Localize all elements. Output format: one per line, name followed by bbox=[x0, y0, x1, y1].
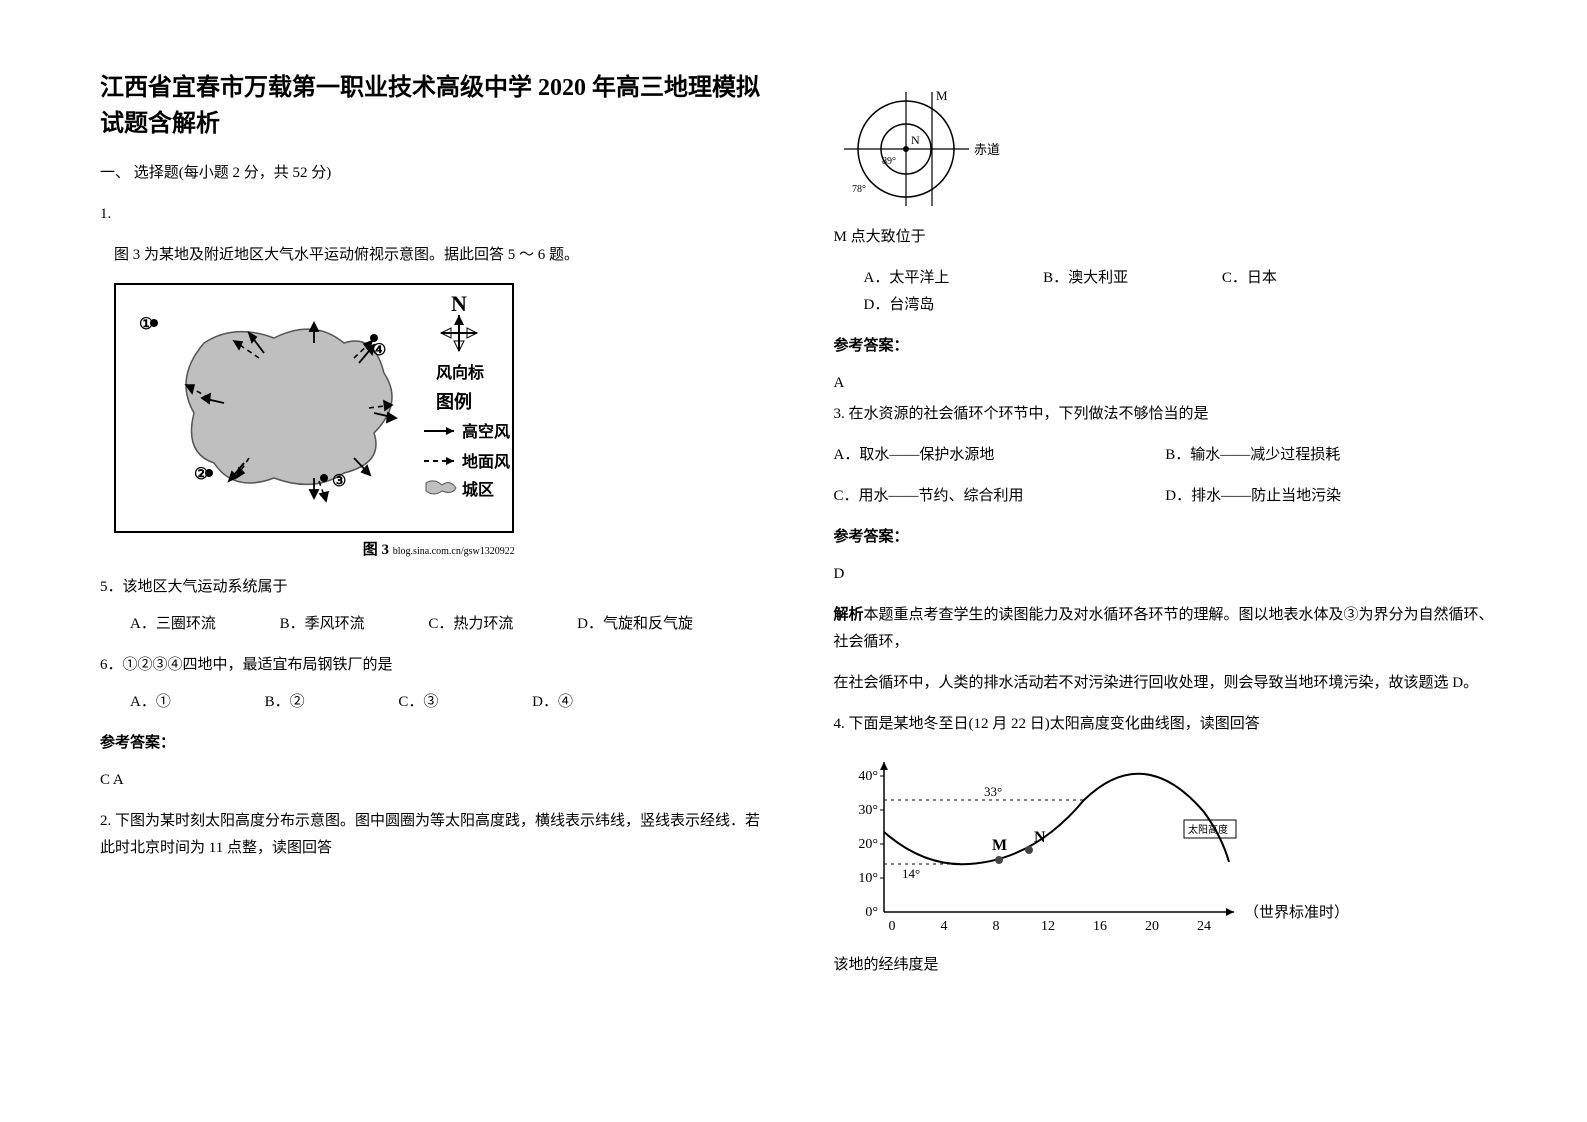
svg-text:8: 8 bbox=[992, 919, 999, 934]
q4-low-label: 14° bbox=[902, 866, 920, 881]
q3-answer-label: 参考答案： bbox=[834, 524, 1498, 551]
legend-item-0: 风向标 bbox=[436, 363, 484, 382]
q2-options: A．太平洋上 B．澳大利亚 C．日本 D．台湾岛 bbox=[864, 265, 1498, 319]
svg-text:4: 4 bbox=[940, 919, 947, 934]
q4-subq: 该地的经纬度是 bbox=[834, 952, 1498, 979]
q1-figure: ① ② ③ ④ N 风向标 图例 bbox=[114, 283, 764, 564]
q2-label-78: 78° bbox=[852, 184, 866, 195]
legend-item-1: 高空风 bbox=[462, 422, 510, 441]
q2-label-n: N bbox=[911, 133, 920, 147]
q1-sub5: 5．该地区大气运动系统属于 bbox=[100, 574, 764, 601]
q1-figure-caption: 图 3 blog.sina.com.cn/gsw1320922 bbox=[114, 537, 764, 564]
q3-answer: D bbox=[834, 561, 1498, 588]
svg-text:40°: 40° bbox=[858, 769, 878, 784]
q2-answer-label: 参考答案： bbox=[834, 333, 1498, 360]
q2-subq: M 点大致位于 bbox=[834, 224, 1498, 251]
q4-xaxis-label: （世界标准时） bbox=[1244, 904, 1349, 921]
q1-label-1: ① bbox=[139, 316, 153, 333]
q1-sub6: 6．①②③④四地中，最适宜布局钢铁厂的是 bbox=[100, 652, 764, 679]
page-title: 江西省宜春市万载第一职业技术高级中学 2020 年高三地理模拟试题含解析 bbox=[100, 70, 764, 142]
q1-label-2: ② bbox=[194, 466, 208, 483]
svg-text:30°: 30° bbox=[858, 803, 878, 818]
svg-text:10°: 10° bbox=[858, 871, 878, 886]
q4: 4. 下面是某地冬至日(12 月 22 日)太阳高度变化曲线图，读图回答 bbox=[834, 711, 1498, 738]
q1-number: 1. bbox=[100, 201, 764, 228]
svg-text:16: 16 bbox=[1093, 919, 1107, 934]
q4-legend: 太阳高度 bbox=[1188, 823, 1228, 836]
q2-label-eq: 赤道 bbox=[974, 142, 1000, 157]
q4-peak-label: 33° bbox=[984, 784, 1002, 799]
compass-n: N bbox=[451, 291, 467, 316]
section-header: 一、 选择题(每小题 2 分，共 52 分) bbox=[100, 160, 764, 187]
svg-text:20: 20 bbox=[1145, 919, 1159, 934]
q1-label-4: ④ bbox=[372, 342, 386, 359]
svg-text:20°: 20° bbox=[858, 837, 878, 852]
q4-m: M bbox=[992, 837, 1007, 854]
svg-text:0: 0 bbox=[888, 919, 895, 934]
q2: 2. 下图为某时刻太阳高度分布示意图。图中圆圈为等太阳高度践，横线表示纬线，竖线… bbox=[100, 808, 764, 862]
q4-figure: 0° 10° 20° 30° 40° 33° 14° bbox=[834, 752, 1498, 942]
q3-explain1: 解析本题重点考查学生的读图能力及对水循环各环节的理解。图以地表水体及③为界分为自… bbox=[834, 602, 1498, 656]
svg-text:12: 12 bbox=[1041, 919, 1055, 934]
q4-n: N bbox=[1034, 829, 1046, 846]
q2-label-89: 89° bbox=[882, 156, 896, 167]
q1-answer: C A bbox=[100, 767, 764, 794]
q1-intro: 图 3 为某地及附近地区大气水平运动俯视示意图。据此回答 5 ～ 6 题。 bbox=[114, 242, 764, 269]
q2-answer: A bbox=[834, 370, 1498, 397]
q3: 3. 在水资源的社会循环个环节中，下列做法不够恰当的是 bbox=[834, 401, 1498, 428]
svg-text:24: 24 bbox=[1197, 919, 1211, 934]
legend-title: 图例 bbox=[436, 391, 472, 412]
q2-label-m: M bbox=[936, 88, 948, 103]
svg-text:0°: 0° bbox=[865, 905, 878, 920]
q2-figure: M N 赤道 89° 78° bbox=[834, 84, 1498, 214]
q1-answer-label: 参考答案： bbox=[100, 730, 764, 757]
q1-sub5-options: A．三圈环流 B．季风环流 C．热力环流 D．气旋和反气旋 bbox=[130, 611, 764, 638]
legend-item-3: 城区 bbox=[462, 481, 494, 499]
q1-sub6-options: A．① B．② C．③ D．④ bbox=[130, 689, 764, 716]
q1-label-3: ③ bbox=[332, 473, 346, 490]
q3-explain2: 在社会循环中，人类的排水活动若不对污染进行回收处理，则会导致当地环境污染，故该题… bbox=[834, 670, 1498, 697]
q3-options: A．取水——保护水源地 B．输水——减少过程损耗 C．用水——节约、综合利用 D… bbox=[834, 442, 1498, 510]
legend-item-2: 地面风 bbox=[462, 452, 510, 471]
